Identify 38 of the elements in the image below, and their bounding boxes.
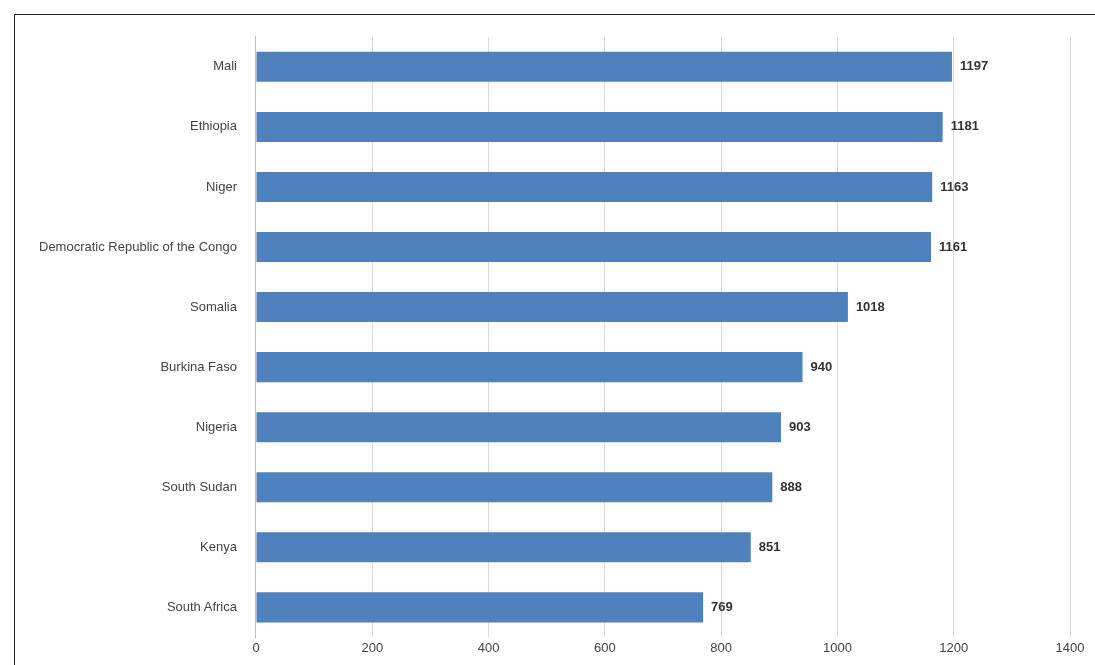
y-tick-label: Democratic Republic of the Congo xyxy=(38,238,237,254)
x-tick-label: 400 xyxy=(477,639,500,655)
y-tick-label: Burkina Faso xyxy=(160,358,237,374)
bar xyxy=(256,292,848,323)
data-label: 940 xyxy=(810,358,833,374)
bar xyxy=(256,412,782,443)
bar xyxy=(256,232,932,263)
y-tick-label: Kenya xyxy=(200,538,238,554)
bar xyxy=(256,352,803,383)
data-label: 888 xyxy=(780,478,803,494)
y-tick-label: Nigeria xyxy=(195,418,238,434)
bar xyxy=(256,592,704,623)
data-label: 1163 xyxy=(940,178,969,194)
y-tick-label: Ethiopia xyxy=(190,118,238,134)
data-label: 1197 xyxy=(959,58,989,74)
x-tick-label: 600 xyxy=(594,639,616,655)
data-label: 1181 xyxy=(950,118,979,134)
y-tick-label: South Africa xyxy=(166,598,238,614)
x-tick-label: 1400 xyxy=(1055,639,1085,655)
data-label: 851 xyxy=(758,538,781,554)
x-tick-label: 0 xyxy=(252,639,260,655)
data-label: 1161 xyxy=(939,238,968,254)
bar xyxy=(256,472,773,503)
x-tick-label: 1000 xyxy=(822,639,852,655)
data-label: 769 xyxy=(711,598,733,614)
bar xyxy=(256,171,933,202)
x-tick-label: 200 xyxy=(361,639,384,655)
data-label: 903 xyxy=(789,418,811,434)
bar xyxy=(256,111,943,142)
y-tick-label: Mali xyxy=(213,58,238,74)
y-tick-label: South Sudan xyxy=(161,478,237,494)
bar xyxy=(256,532,751,563)
bar xyxy=(256,51,952,82)
y-tick-label: Somalia xyxy=(190,298,238,314)
x-tick-label: 800 xyxy=(710,639,732,655)
x-tick-label: 1200 xyxy=(939,639,969,655)
y-tick-label: Niger xyxy=(205,178,238,194)
data-label: 1018 xyxy=(855,298,885,314)
